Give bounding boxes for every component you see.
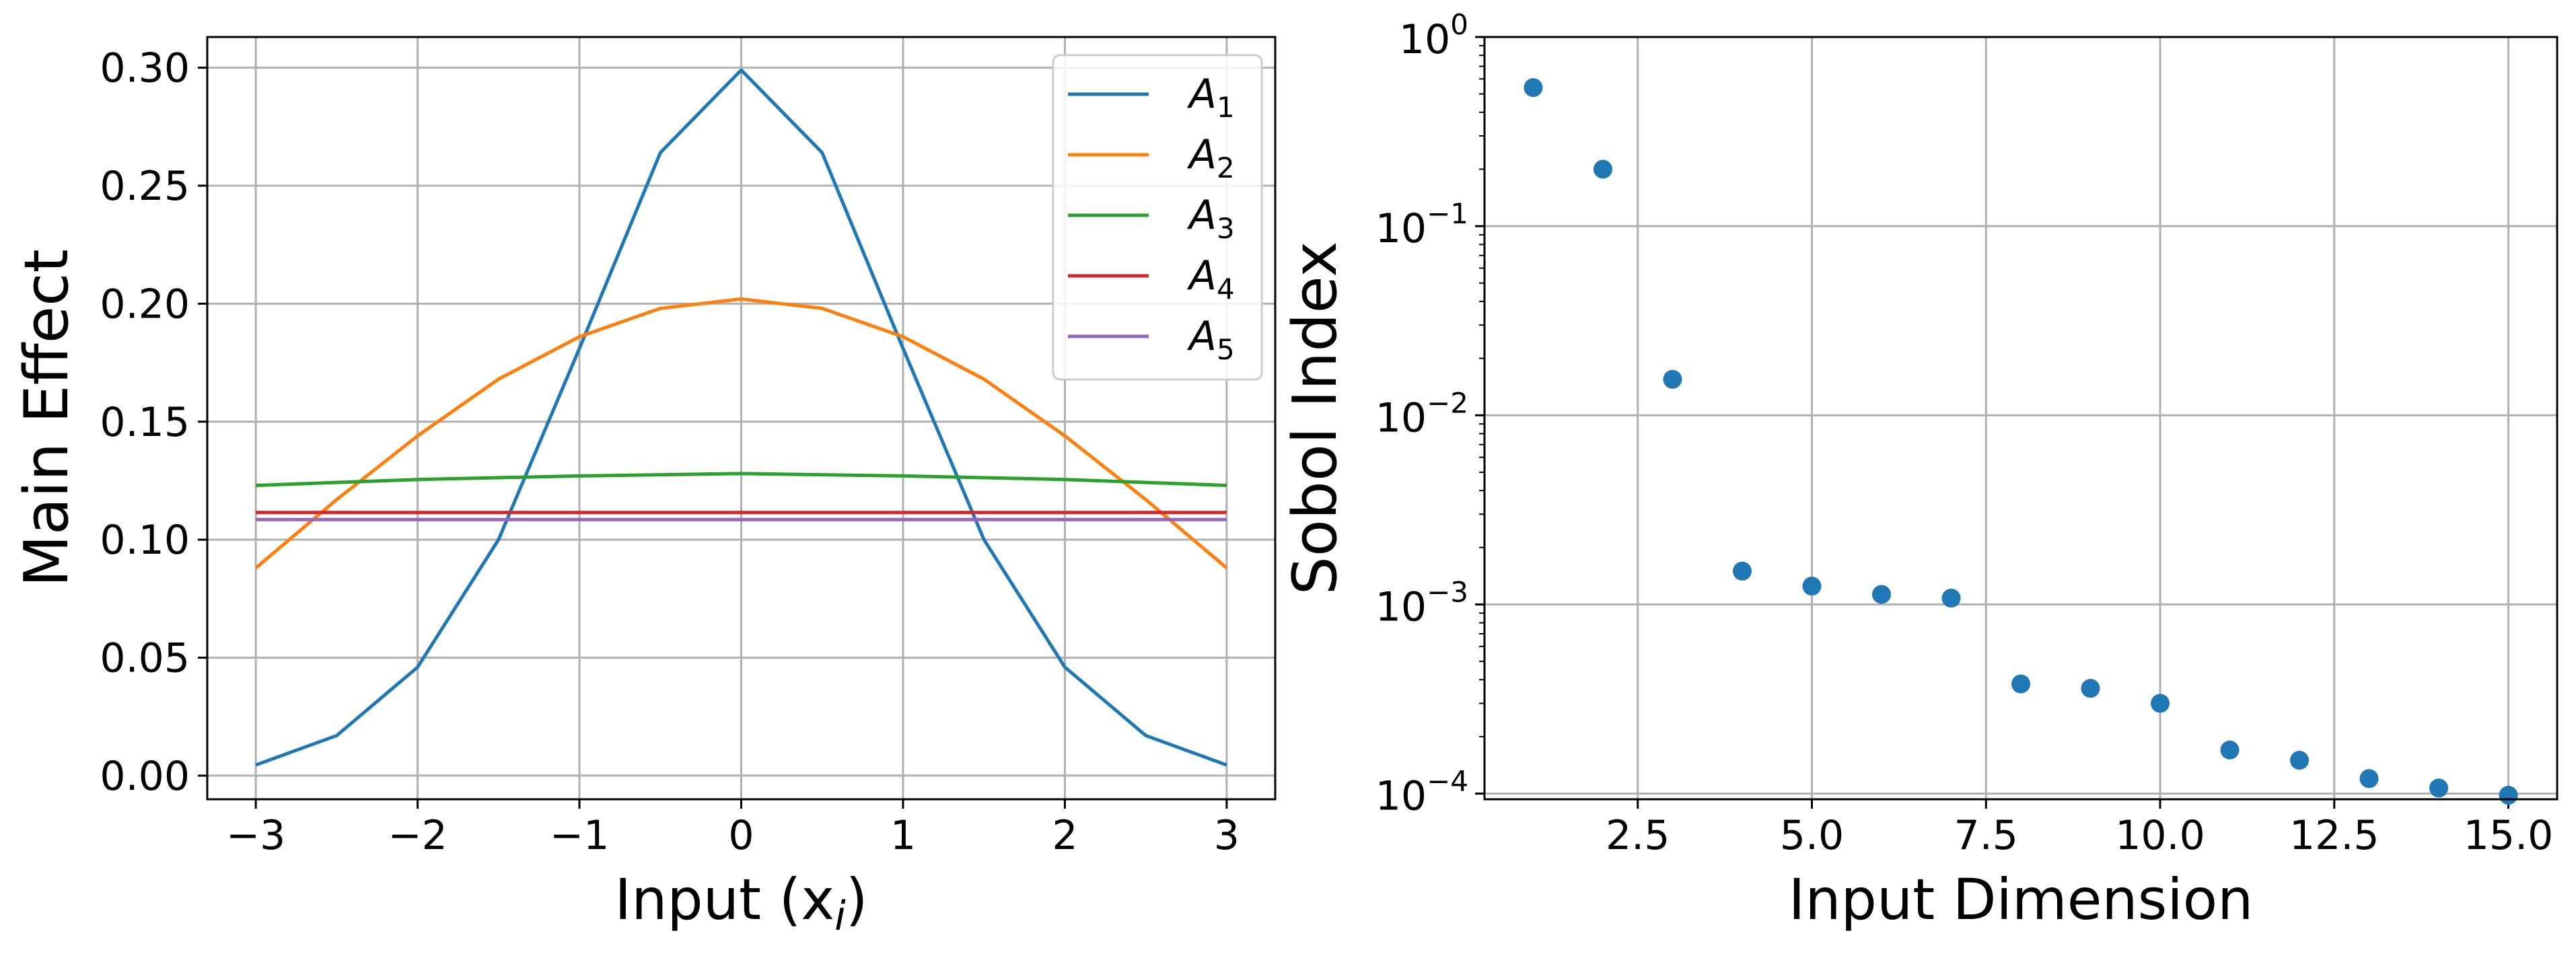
y-tick-label: 0.15 [100, 399, 190, 446]
y-axis-label: Sobol Index [1280, 242, 1351, 595]
legend-entry: A4 [1186, 252, 1235, 305]
data-point [1732, 561, 1752, 581]
x-tick-label: 2.5 [1606, 812, 1670, 859]
x-tick-label: 5.0 [1780, 812, 1844, 859]
data-point [2359, 769, 2379, 788]
y-tick-label: 0.10 [100, 517, 190, 564]
x-axis-label: Input Dimension [1789, 867, 2254, 932]
data-point [1524, 78, 1543, 98]
main-effect-chart: −3 −2 −1 0 1 2 3 0.00 0.05 0.10 0.15 0.20 0.25 0.30 A1… [11, 36, 1277, 940]
y-tick-label: 0.05 [100, 635, 190, 682]
x-tick-label: 10.0 [2115, 812, 2205, 859]
legend-entry: A3 [1186, 192, 1235, 245]
x-tick-label: −2 [388, 812, 447, 859]
data-point [1871, 585, 1891, 604]
data-point [2290, 751, 2310, 770]
x-axis-label: Input (xi) [614, 867, 867, 940]
y-axis-label: Main Effect [11, 249, 82, 587]
series-line [255, 68, 1227, 767]
series-line [256, 472, 1227, 487]
plot-frame [1483, 36, 2559, 801]
x-tick-label: 12.5 [2289, 812, 2380, 859]
y-tick-label: 0.30 [100, 45, 190, 92]
y-tick-label: 10−2 [1375, 386, 1468, 441]
y-tick-label: 10−1 [1375, 197, 1468, 252]
x-tick-label: 1 [890, 812, 916, 859]
data-point [1941, 589, 1961, 608]
data-point [1663, 369, 1682, 389]
plot-frame [206, 36, 1277, 801]
legend-entry: A2 [1186, 131, 1235, 184]
x-tick-label: 2 [1052, 812, 1077, 859]
x-tick-label: 7.5 [1954, 812, 2018, 859]
data-point [2081, 679, 2100, 698]
data-point [2429, 778, 2449, 798]
legend-entry: A5 [1186, 313, 1235, 366]
legend-box [1052, 54, 1263, 381]
x-tick-label: 15.0 [2464, 812, 2554, 859]
y-tick-label: 0.20 [100, 281, 190, 328]
series-line [254, 297, 1228, 570]
data-point [2011, 674, 2030, 694]
y-tick-label: 10−4 [1375, 765, 1468, 820]
data-point [2220, 740, 2240, 760]
legend-entry: A1 [1186, 71, 1235, 124]
y-tick-label: 0.25 [100, 163, 190, 210]
data-point [1593, 159, 1612, 179]
data-point [1802, 577, 1822, 596]
data-point [2151, 694, 2170, 713]
y-tick-label: 10−3 [1375, 575, 1468, 630]
x-tick-label: −1 [550, 812, 609, 859]
y-tick-label: 0.00 [100, 753, 190, 800]
sobol-index-chart: 2.5 5.0 7.5 10.0 12.5 15.0 10−4 10−3 10−2 10−1 100… [1280, 8, 2559, 932]
y-tick-label: 100 [1399, 8, 1468, 63]
x-tick-label: 0 [728, 812, 754, 859]
x-tick-label: −3 [226, 812, 285, 859]
data-point [2499, 786, 2518, 805]
x-tick-label: 3 [1214, 812, 1240, 859]
